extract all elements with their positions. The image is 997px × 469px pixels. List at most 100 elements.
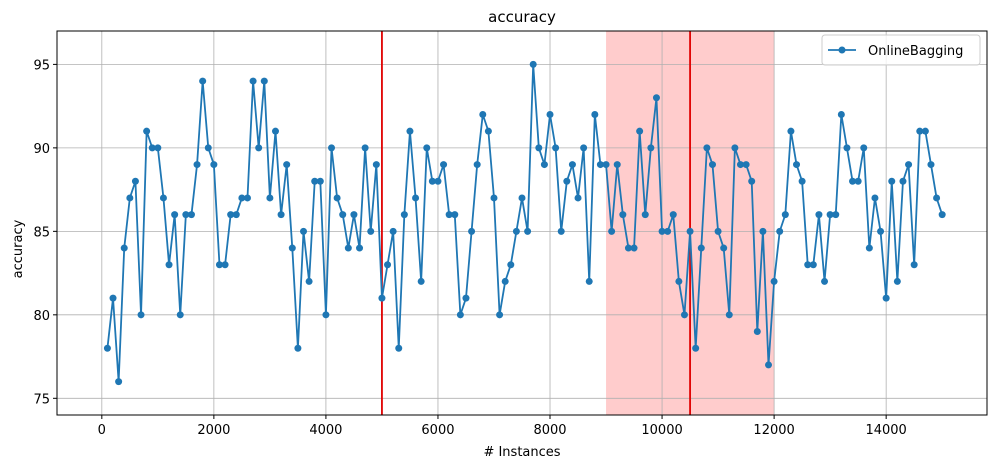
data-point: [210, 161, 218, 169]
data-point: [905, 161, 913, 169]
data-point: [770, 277, 778, 285]
data-point: [148, 144, 156, 152]
x-tick-label: 12000: [753, 423, 794, 438]
data-point: [871, 194, 879, 202]
data-point: [781, 211, 789, 219]
data-point: [103, 344, 111, 352]
data-point: [255, 144, 263, 152]
data-point: [585, 277, 593, 285]
data-point: [445, 211, 453, 219]
data-point: [608, 227, 616, 235]
data-point: [512, 227, 520, 235]
data-point: [529, 60, 537, 68]
data-point: [882, 294, 890, 302]
data-point: [849, 177, 857, 185]
x-tick-label: 14000: [865, 423, 906, 438]
data-point: [120, 244, 128, 252]
data-point: [204, 144, 212, 152]
data-point: [815, 211, 823, 219]
data-point: [176, 311, 184, 319]
data-point: [305, 277, 313, 285]
data-point: [199, 77, 207, 85]
data-point: [636, 127, 644, 135]
data-point: [877, 227, 885, 235]
data-point: [361, 144, 369, 152]
plot-area: 0 2000 4000 6000 8000 10000 12000 14000 75 80 85 90…: [33, 30, 988, 438]
data-point: [574, 194, 582, 202]
data-point: [406, 127, 414, 135]
data-point: [804, 261, 812, 269]
x-tick-label: 8000: [533, 423, 566, 438]
data-point: [378, 294, 386, 302]
data-point: [552, 144, 560, 152]
data-point: [669, 211, 677, 219]
data-point: [546, 110, 554, 118]
data-point: [725, 311, 733, 319]
y-tick-label: 80: [33, 309, 50, 324]
data-point: [344, 244, 352, 252]
data-point: [675, 277, 683, 285]
data-point: [652, 94, 660, 102]
data-point: [916, 127, 924, 135]
data-point: [865, 244, 873, 252]
data-point: [731, 144, 739, 152]
data-point: [910, 261, 918, 269]
data-point: [793, 161, 801, 169]
data-point: [921, 127, 929, 135]
data-point: [243, 194, 251, 202]
data-point: [624, 244, 632, 252]
data-point: [412, 194, 420, 202]
data-point: [193, 161, 201, 169]
plot-frame: [56, 30, 988, 416]
data-point: [736, 161, 744, 169]
data-point: [742, 161, 750, 169]
data-point: [490, 194, 498, 202]
data-point: [524, 227, 532, 235]
data-point: [367, 227, 375, 235]
y-axis-label: accuracy: [11, 219, 26, 278]
data-point: [350, 211, 358, 219]
data-point: [271, 127, 279, 135]
data-point: [686, 227, 694, 235]
data-point: [294, 344, 302, 352]
data-point: [602, 161, 610, 169]
data-point: [714, 227, 722, 235]
data-point: [283, 161, 291, 169]
data-point: [697, 244, 705, 252]
data-point: [753, 328, 761, 336]
data-point: [580, 144, 588, 152]
data-point: [356, 244, 364, 252]
data-point: [316, 177, 324, 185]
data-point: [596, 161, 604, 169]
data-point: [837, 110, 845, 118]
data-point: [187, 211, 195, 219]
data-point: [451, 211, 459, 219]
data-point: [540, 161, 548, 169]
data-point: [479, 110, 487, 118]
data-point: [557, 227, 565, 235]
chart-title: accuracy: [488, 8, 556, 26]
data-point: [468, 227, 476, 235]
data-point: [568, 161, 576, 169]
y-tick-label: 90: [33, 142, 50, 157]
data-point: [417, 277, 425, 285]
data-point: [215, 261, 223, 269]
data-point: [776, 227, 784, 235]
data-point: [440, 161, 448, 169]
data-point: [933, 194, 941, 202]
y-tick-label: 75: [33, 392, 50, 407]
data-point: [619, 211, 627, 219]
data-point: [137, 311, 145, 319]
data-point: [860, 144, 868, 152]
y-tick-label: 85: [33, 225, 50, 240]
data-point: [227, 211, 235, 219]
data-point: [501, 277, 509, 285]
data-point: [400, 211, 408, 219]
data-point: [249, 77, 257, 85]
x-axis-label: # Instances: [483, 445, 560, 460]
data-point: [288, 244, 296, 252]
data-point: [462, 294, 470, 302]
data-point: [854, 177, 862, 185]
legend-point-marker: [838, 46, 846, 54]
